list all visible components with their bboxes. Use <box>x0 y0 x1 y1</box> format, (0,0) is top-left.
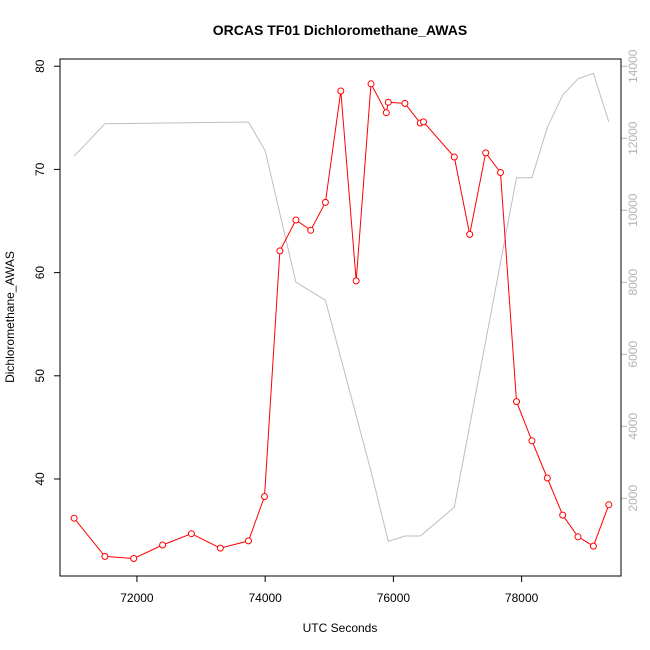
y2-tick-label: 6000 <box>626 341 640 368</box>
data-point <box>70 514 78 522</box>
data-point <box>276 247 284 255</box>
data-point <box>384 98 392 106</box>
y2-tick-label: 12000 <box>626 121 640 155</box>
data-point <box>450 153 458 161</box>
y2-tick-label: 10000 <box>626 193 640 227</box>
y2-tick-label: 14000 <box>626 49 640 83</box>
data-point <box>159 541 167 549</box>
data-point <box>245 537 252 545</box>
plot-area: 72000 74000 76000 78000 40 50 60 70 80 2000 4000 60… <box>33 49 640 605</box>
data-point <box>605 501 613 509</box>
y-tick-label: 80 <box>33 59 47 73</box>
data-point <box>513 398 520 406</box>
x-tick-label: 78000 <box>505 591 539 605</box>
y-tick-label: 70 <box>33 162 47 176</box>
y-tick-label: 60 <box>33 266 47 280</box>
data-point <box>352 277 360 285</box>
data-point <box>321 198 329 206</box>
data-point <box>337 87 345 95</box>
data-point <box>382 109 390 117</box>
data-point <box>420 118 427 126</box>
data-point <box>559 511 567 519</box>
data-point <box>187 530 195 538</box>
data-point <box>292 216 300 224</box>
y-tick-label: 50 <box>33 369 47 383</box>
data-point <box>130 555 138 562</box>
data-point <box>367 80 375 88</box>
data-point <box>466 230 474 238</box>
data-point <box>543 474 551 482</box>
plot-frame <box>59 58 622 577</box>
data-point <box>401 99 409 107</box>
data-point <box>216 544 224 552</box>
data-point <box>589 542 597 550</box>
y2-tick-label: 4000 <box>626 413 640 440</box>
x-tick-label: 76000 <box>377 591 411 605</box>
y-axis-title: Dichloromethane_AWAS <box>3 251 17 383</box>
data-point <box>307 226 315 234</box>
x-tick-label: 72000 <box>120 591 154 605</box>
y2-tick-label: 2000 <box>626 485 640 512</box>
series-line-secondary <box>73 72 610 543</box>
data-point <box>528 437 536 445</box>
chart-title: ORCAS TF01 Dichloromethane_AWAS <box>213 22 467 38</box>
y-tick-label: 40 <box>33 472 47 486</box>
x-axis-title: UTC Seconds <box>303 621 378 635</box>
data-point <box>101 552 109 560</box>
data-point <box>574 533 582 541</box>
x-tick-label: 74000 <box>248 591 282 605</box>
data-point <box>482 149 490 157</box>
y2-tick-label: 8000 <box>626 269 640 296</box>
data-point <box>261 493 268 500</box>
data-point <box>497 169 504 176</box>
